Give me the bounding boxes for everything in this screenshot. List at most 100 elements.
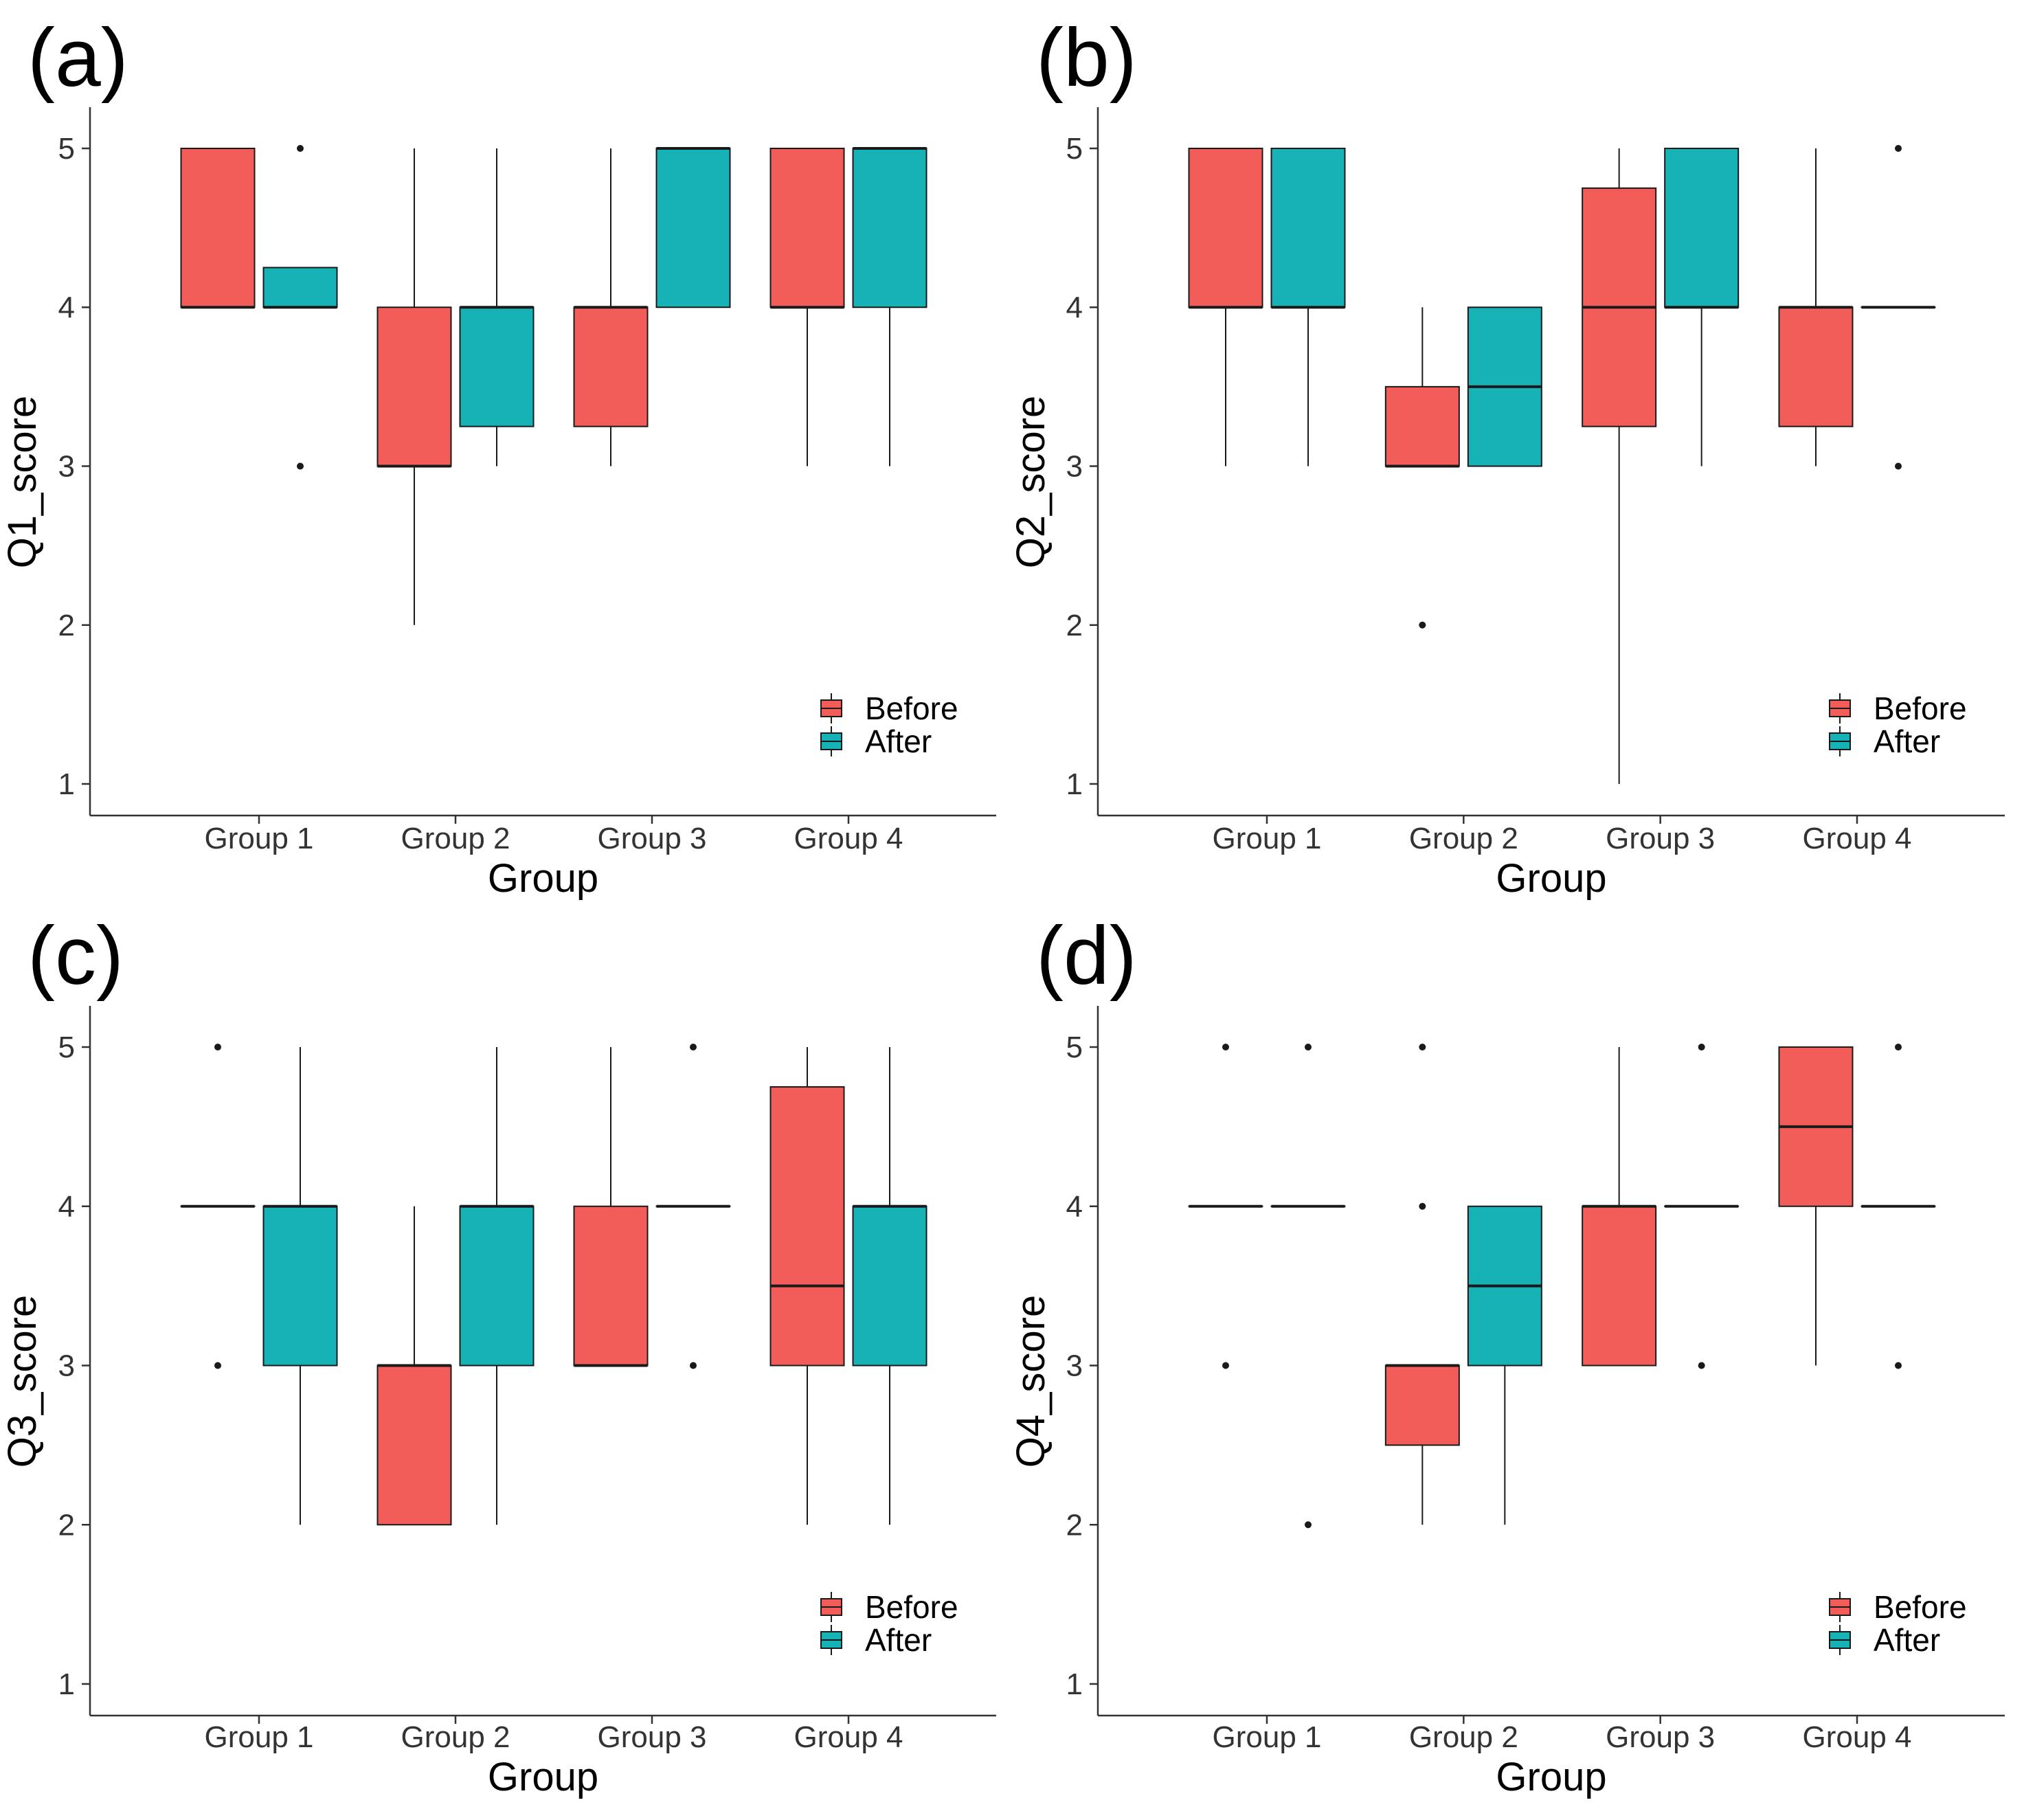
- x-tick-label: Group 3: [598, 822, 707, 855]
- x-tick-label: Group 3: [1606, 822, 1715, 855]
- x-tick-label: Group 1: [205, 822, 314, 855]
- y-axis-title: Q4_score: [1009, 1295, 1053, 1468]
- box-rect: [1582, 1206, 1656, 1366]
- legend-key-after: [821, 1625, 842, 1655]
- box-after-3: [1665, 1044, 1738, 1369]
- box-rect: [264, 1206, 337, 1366]
- legend-key-after: [1830, 1625, 1850, 1655]
- box-rect: [771, 1087, 844, 1366]
- y-axis-title: Q3_score: [0, 1295, 45, 1468]
- outlier-point: [1305, 1044, 1312, 1051]
- box-after-4: [1862, 1044, 1935, 1369]
- box-rect: [1386, 387, 1459, 467]
- panel-label: (d): [1036, 910, 1137, 1002]
- legend-label: After: [865, 723, 932, 759]
- y-tick-label: 5: [58, 132, 75, 166]
- box-after-3: [657, 148, 730, 307]
- box-rect: [1665, 148, 1738, 307]
- y-tick-label: 5: [1066, 1031, 1083, 1064]
- box-rect: [1272, 148, 1345, 307]
- outlier-point: [297, 145, 304, 152]
- outlier-point: [1419, 1044, 1426, 1051]
- y-tick-label: 3: [58, 450, 75, 484]
- outlier-point: [690, 1362, 697, 1369]
- box-after-3: [657, 1044, 730, 1369]
- box-after-1: [264, 1047, 337, 1525]
- outlier-point: [1895, 463, 1902, 470]
- x-axis-title: Group: [1496, 1755, 1606, 1799]
- outlier-point: [1895, 145, 1902, 152]
- y-tick-label: 5: [58, 1031, 75, 1064]
- y-axis-title: Q2_score: [1009, 396, 1053, 568]
- box-rect: [574, 1206, 648, 1366]
- box-rect: [771, 148, 844, 307]
- legend-label: Before: [865, 690, 958, 726]
- box-rect: [853, 148, 927, 307]
- legend-key-before: [1830, 693, 1850, 723]
- box-rect: [264, 267, 337, 307]
- legend-label: Before: [1874, 1589, 1967, 1625]
- box-after-2: [460, 148, 534, 467]
- x-axis-title: Group: [488, 1755, 598, 1799]
- box-before-2: [1386, 307, 1459, 629]
- x-tick-label: Group 2: [401, 1720, 510, 1754]
- box-before-4: [771, 1047, 844, 1525]
- y-tick-label: 2: [1066, 1508, 1083, 1542]
- box-rect: [460, 307, 534, 426]
- y-tick-label: 2: [58, 609, 75, 642]
- box-before-1: [181, 148, 255, 307]
- box-before-4: [1779, 1047, 1853, 1366]
- box-rect: [1779, 307, 1853, 426]
- panel-label: (c): [27, 910, 124, 1002]
- outlier-point: [214, 1044, 221, 1051]
- x-tick-label: Group 1: [1213, 822, 1322, 855]
- box-after-3: [1665, 148, 1738, 467]
- y-tick-label: 4: [58, 1190, 75, 1224]
- legend-key-after: [821, 726, 842, 756]
- y-tick-label: 3: [1066, 450, 1083, 484]
- box-after-4: [853, 1047, 927, 1525]
- box-after-1: [1272, 1044, 1345, 1528]
- x-axis-title: Group: [1496, 856, 1606, 901]
- box-before-3: [574, 1047, 648, 1366]
- x-tick-label: Group 4: [794, 822, 903, 855]
- outlier-point: [1419, 622, 1426, 629]
- legend-key-after: [1830, 726, 1850, 756]
- box-after-2: [1468, 1206, 1542, 1525]
- y-tick-label: 4: [58, 291, 75, 324]
- legend-label: After: [1874, 723, 1940, 759]
- legend-key-before: [821, 1592, 842, 1622]
- box-after-1: [1272, 148, 1345, 467]
- outlier-point: [214, 1362, 221, 1369]
- legend-key-before: [1830, 1592, 1850, 1622]
- box-rect: [853, 1206, 927, 1366]
- box-after-1: [264, 145, 337, 470]
- y-tick-label: 5: [1066, 132, 1083, 166]
- box-after-2: [460, 1047, 534, 1525]
- box-rect: [460, 1206, 534, 1366]
- x-axis-title: Group: [488, 856, 598, 901]
- x-tick-label: Group 1: [205, 1720, 314, 1754]
- outlier-point: [1698, 1044, 1705, 1051]
- y-tick-label: 1: [58, 1667, 75, 1701]
- box-before-2: [378, 148, 451, 625]
- box-rect: [657, 148, 730, 307]
- box-before-3: [1582, 148, 1656, 784]
- x-tick-label: Group 3: [1606, 1720, 1715, 1754]
- outlier-point: [1222, 1044, 1229, 1051]
- outlier-point: [1895, 1362, 1902, 1369]
- box-before-4: [771, 148, 844, 467]
- box-rect: [1189, 148, 1263, 307]
- legend-label: Before: [1874, 690, 1967, 726]
- y-tick-label: 2: [1066, 609, 1083, 642]
- box-rect: [378, 1366, 451, 1525]
- y-tick-label: 1: [1066, 767, 1083, 801]
- outlier-point: [1222, 1362, 1229, 1369]
- box-rect: [378, 307, 451, 466]
- y-tick-label: 1: [58, 767, 75, 801]
